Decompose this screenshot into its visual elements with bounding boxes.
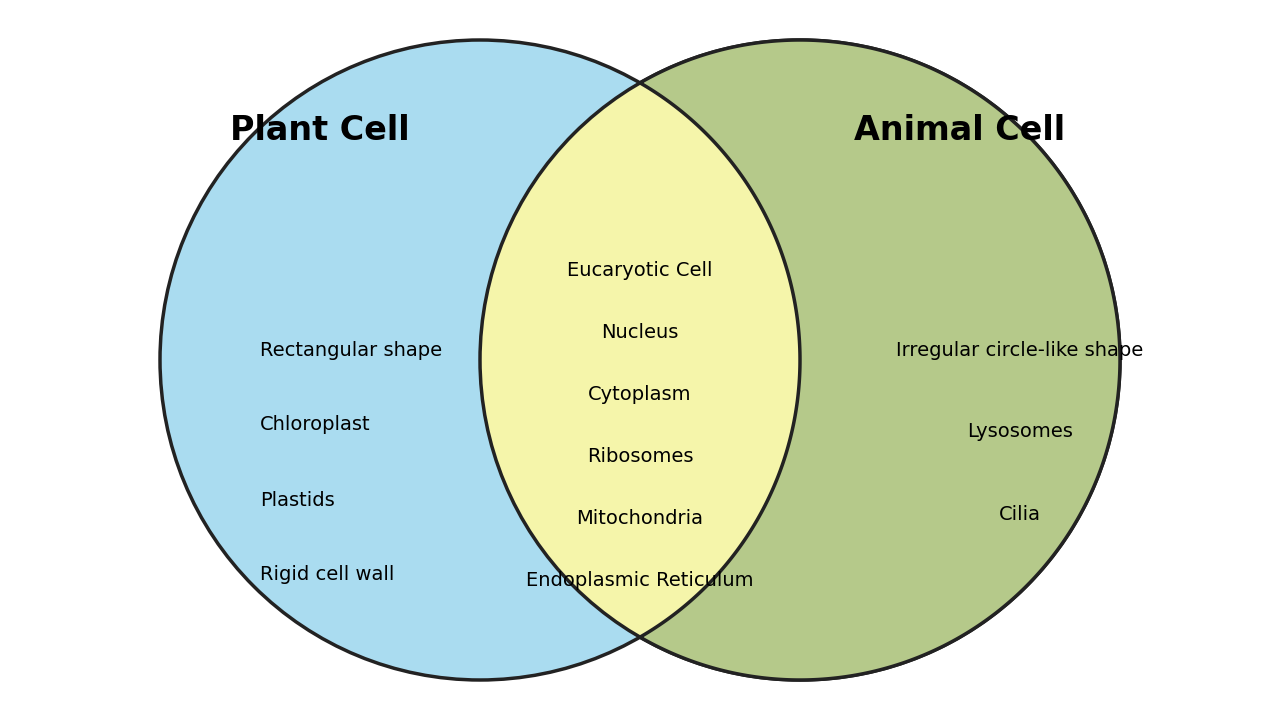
- Text: Plant Cell: Plant Cell: [230, 114, 410, 146]
- Text: Irregular circle-like shape: Irregular circle-like shape: [896, 341, 1143, 359]
- Text: Chloroplast: Chloroplast: [260, 415, 371, 434]
- Text: Animal Cell: Animal Cell: [855, 114, 1065, 146]
- Circle shape: [480, 40, 1120, 680]
- Text: Nucleus: Nucleus: [602, 323, 678, 341]
- Text: Eucaryotic Cell: Eucaryotic Cell: [567, 261, 713, 279]
- Text: Endoplasmic Reticulum: Endoplasmic Reticulum: [526, 570, 754, 590]
- PathPatch shape: [640, 40, 1120, 680]
- Circle shape: [160, 40, 800, 680]
- Text: Plastids: Plastids: [260, 490, 335, 510]
- Text: Cilia: Cilia: [998, 505, 1041, 523]
- Text: Mitochondria: Mitochondria: [576, 508, 704, 528]
- Text: Rectangular shape: Rectangular shape: [260, 341, 442, 359]
- Text: Rigid cell wall: Rigid cell wall: [260, 565, 394, 585]
- Text: Lysosomes: Lysosomes: [968, 423, 1073, 441]
- Text: Cytoplasm: Cytoplasm: [589, 384, 691, 403]
- Text: Ribosomes: Ribosomes: [586, 446, 694, 466]
